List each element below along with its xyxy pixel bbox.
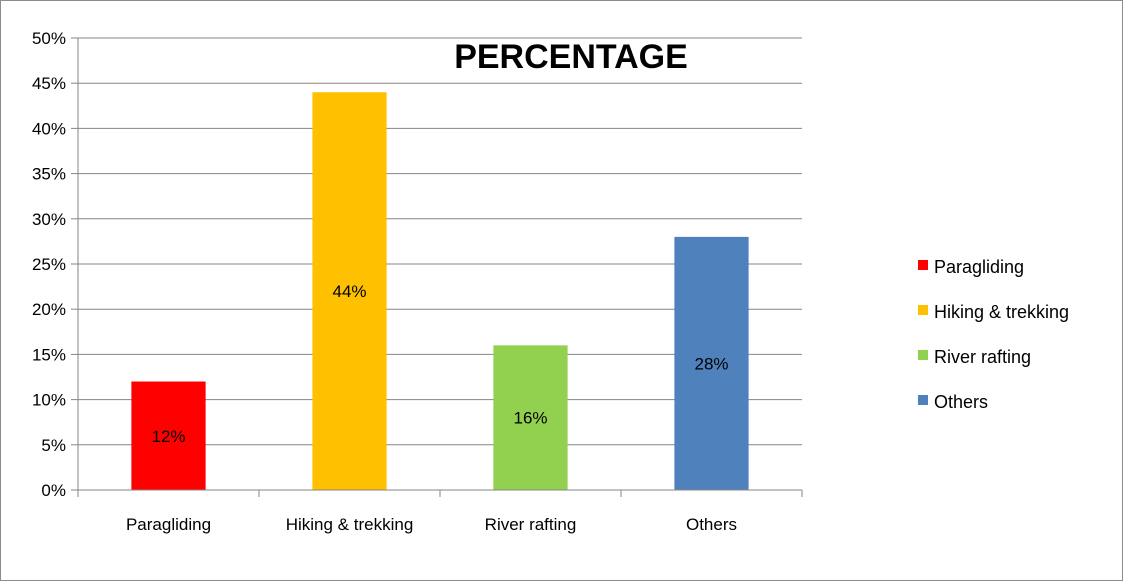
y-tick-label: 30% (32, 210, 66, 229)
legend-swatch (918, 260, 928, 270)
y-tick-label: 35% (32, 165, 66, 184)
x-tick-label: River rafting (485, 515, 577, 534)
legend-label: Paragliding (934, 257, 1024, 277)
y-tick-label: 40% (32, 119, 66, 138)
legend-swatch (918, 395, 928, 405)
bar-hiking-trekking (312, 92, 387, 491)
y-tick-label: 25% (32, 255, 66, 274)
data-label: 12% (151, 427, 185, 446)
y-tick-label: 10% (32, 391, 66, 410)
legend-label: Hiking & trekking (934, 302, 1069, 322)
data-label: 16% (513, 409, 547, 428)
legend-swatch (918, 350, 928, 360)
y-tick-label: 0% (41, 481, 66, 500)
x-tick-label: Hiking & trekking (286, 515, 414, 534)
bars (131, 92, 749, 491)
x-tick-label: Paragliding (126, 515, 211, 534)
bar-paragliding (131, 381, 206, 490)
data-label: 44% (332, 282, 366, 301)
data-label: 28% (694, 354, 728, 373)
chart-title: PERCENTAGE (454, 38, 688, 76)
bar-others (674, 236, 749, 490)
legend: Paragliding Hiking & trekking River raftin… (918, 257, 1069, 412)
legend-label: Others (934, 392, 988, 412)
axes: 0% 5% 10% 15% 20% 25% 30% 35% 40% 45% 50% Paraglidi… (32, 29, 803, 534)
data-labels: 12% 44% 16% 28% (151, 282, 728, 446)
y-tick-label: 5% (41, 436, 66, 455)
y-tick-label: 45% (32, 74, 66, 93)
y-tick-label: 20% (32, 300, 66, 319)
y-tick-label: 50% (32, 29, 66, 48)
y-tick-label: 15% (32, 345, 66, 364)
bar-river-rafting (493, 345, 568, 490)
legend-label: River rafting (934, 347, 1031, 367)
legend-swatch (918, 305, 928, 315)
x-tick-label: Others (686, 515, 737, 534)
